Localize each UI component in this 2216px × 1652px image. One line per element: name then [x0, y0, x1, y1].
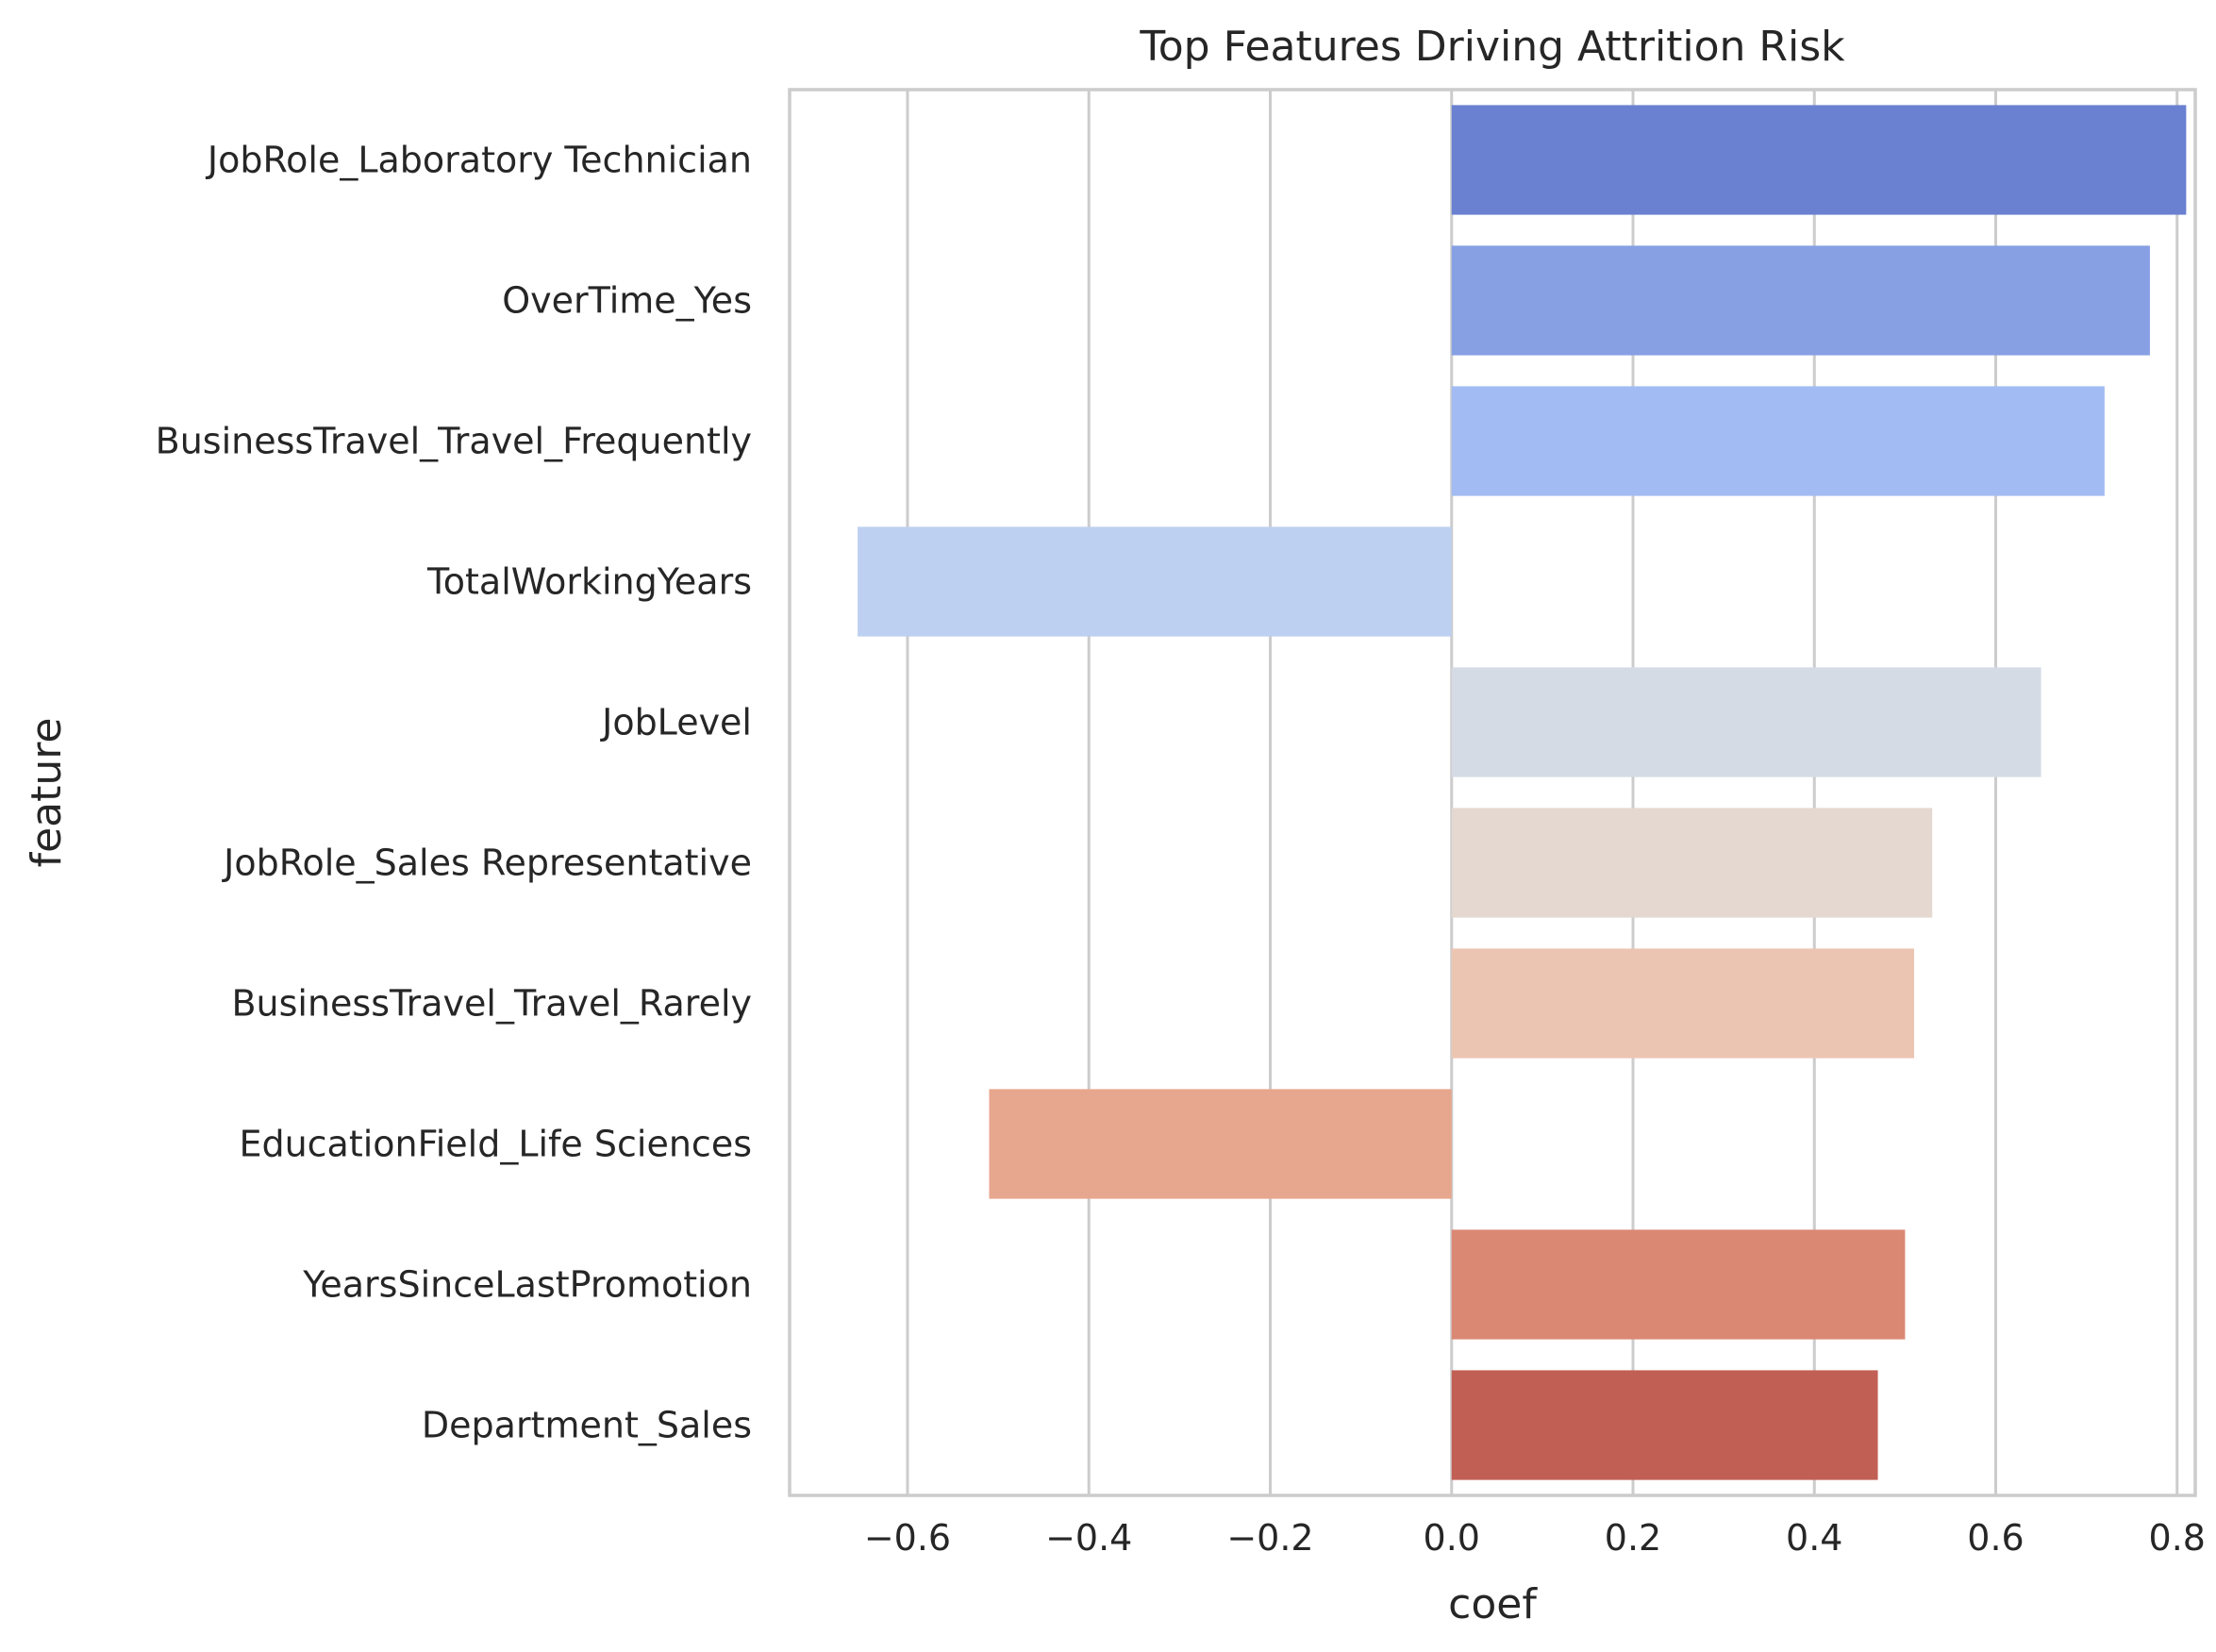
- y-tick-label: EducationField_Life Sciences: [239, 1124, 752, 1165]
- bar: [1451, 386, 2105, 496]
- x-tick-label: 0.6: [1967, 1517, 2024, 1559]
- x-tick-label: 0.4: [1786, 1517, 1842, 1559]
- y-tick-label: JobRole_Sales Representative: [222, 843, 752, 884]
- bar: [1451, 1229, 1906, 1340]
- x-tick-label: −0.2: [1226, 1517, 1313, 1559]
- y-tick-label: BusinessTravel_Travel_Rarely: [231, 983, 752, 1025]
- x-tick-label: 0.2: [1605, 1517, 1661, 1559]
- bar: [1451, 948, 1914, 1059]
- x-tick-label: −0.4: [1045, 1517, 1132, 1559]
- y-tick-label: JobRole_Laboratory Technician: [206, 140, 752, 181]
- bars: [858, 105, 2187, 1480]
- x-tick-label: 0.8: [2149, 1517, 2206, 1559]
- chart-title: Top Features Driving Attrition Risk: [1139, 23, 1845, 71]
- bar: [1451, 1370, 1878, 1480]
- bar: [1451, 245, 2150, 356]
- y-tick-label: BusinessTravel_Travel_Frequently: [156, 421, 752, 462]
- y-tick-label: JobLevel: [600, 702, 752, 743]
- y-axis-label: feature: [23, 718, 71, 868]
- y-tick-label: Department_Sales: [422, 1405, 752, 1446]
- y-tick-label: TotalWorkingYears: [426, 561, 752, 603]
- bar: [858, 526, 1452, 637]
- y-tick-label: YearsSinceLastPromotion: [302, 1264, 752, 1306]
- x-tick-labels: −0.6 −0.4 −0.2 0.0 0.2 0.4 0.6 0.8: [864, 1517, 2206, 1559]
- bar: [989, 1089, 1452, 1199]
- bar: [1451, 667, 2041, 777]
- x-axis-label: coef: [1448, 1580, 1538, 1628]
- y-tick-labels: JobRole_Laboratory Technician OverTime_Ye…: [156, 140, 752, 1446]
- x-tick-label: 0.0: [1424, 1517, 1480, 1559]
- bar: [1451, 808, 1933, 918]
- x-tick-label: −0.6: [864, 1517, 951, 1559]
- y-tick-label: OverTime_Yes: [502, 280, 752, 322]
- bar: [1451, 105, 2187, 215]
- plot-frame: [788, 88, 2197, 1497]
